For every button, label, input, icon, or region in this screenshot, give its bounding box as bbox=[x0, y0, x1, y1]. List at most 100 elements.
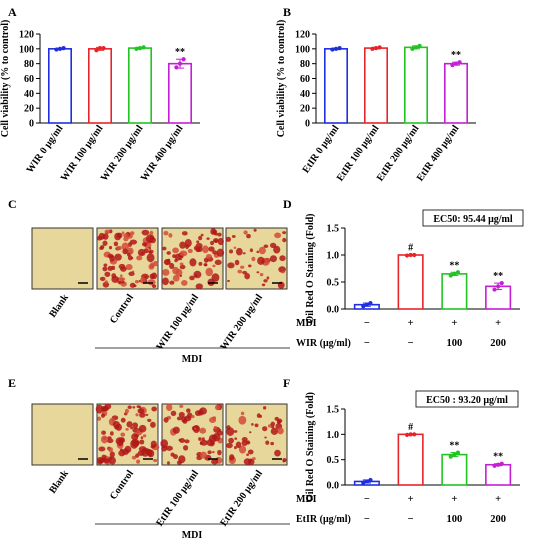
y-tick-label: 0 bbox=[29, 119, 34, 130]
data-point bbox=[412, 432, 417, 437]
data-point bbox=[330, 47, 335, 52]
lipid-droplet bbox=[229, 249, 233, 254]
data-point bbox=[455, 270, 461, 275]
lipid-droplet bbox=[212, 264, 216, 268]
lipid-droplet bbox=[120, 274, 123, 278]
data-point bbox=[361, 304, 366, 309]
data-point bbox=[492, 287, 497, 292]
lipid-droplet bbox=[263, 244, 269, 249]
lipid-droplet bbox=[139, 412, 146, 418]
lipid-droplet bbox=[126, 421, 133, 428]
lipid-droplet bbox=[103, 457, 110, 464]
table-cell: + bbox=[408, 318, 414, 329]
lipid-droplet bbox=[168, 233, 173, 238]
lipid-droplet bbox=[270, 421, 276, 427]
lipid-droplet bbox=[140, 276, 146, 284]
panel-c-micrographs: Blank Control WIR 100 μg/ml WIR 200 μg/ml MD… bbox=[31, 227, 290, 365]
lipid-droplet bbox=[137, 408, 145, 414]
data-point bbox=[57, 46, 63, 51]
bar bbox=[128, 47, 153, 124]
bar bbox=[443, 62, 468, 124]
data-point bbox=[370, 46, 375, 51]
lipid-droplet bbox=[194, 427, 197, 430]
data-point bbox=[455, 450, 461, 455]
lipid-droplet bbox=[172, 247, 179, 254]
lipid-droplet bbox=[213, 426, 217, 430]
lipid-droplet bbox=[122, 248, 128, 255]
lipid-droplet bbox=[278, 266, 286, 273]
lipid-droplet bbox=[181, 231, 188, 236]
lipid-droplet bbox=[206, 237, 210, 240]
lipid-droplet bbox=[131, 439, 140, 448]
lipid-droplet bbox=[178, 438, 182, 442]
lipid-droplet bbox=[227, 279, 230, 283]
data-point bbox=[453, 61, 459, 66]
lipid-droplet bbox=[120, 277, 126, 282]
lipid-droplet bbox=[212, 416, 217, 420]
lipid-droplet bbox=[256, 413, 261, 418]
data-point bbox=[141, 45, 146, 50]
lipid-droplet bbox=[183, 445, 189, 451]
lipid-droplet bbox=[249, 248, 254, 253]
y-tick-label: 100 bbox=[295, 44, 310, 55]
lipid-droplet bbox=[251, 422, 254, 426]
lipid-droplet bbox=[116, 245, 122, 251]
significance-mark: ** bbox=[493, 452, 503, 463]
lipid-droplet bbox=[169, 262, 175, 270]
data-point bbox=[174, 65, 179, 70]
lipid-droplet bbox=[195, 242, 203, 249]
lipid-droplet bbox=[208, 246, 215, 252]
table-cell: + bbox=[451, 494, 457, 505]
lipid-droplet bbox=[234, 259, 240, 266]
lipid-droplet bbox=[247, 449, 254, 455]
lipid-droplet bbox=[118, 263, 126, 270]
lipid-droplet bbox=[240, 411, 245, 416]
table-cell: − bbox=[364, 338, 370, 349]
lipid-droplet bbox=[214, 404, 221, 411]
panel-letter-d: D bbox=[283, 197, 292, 211]
lipid-droplet bbox=[142, 434, 147, 438]
lipid-droplet bbox=[107, 253, 114, 259]
data-point bbox=[408, 252, 413, 258]
bar bbox=[441, 273, 468, 310]
lipid-droplet bbox=[127, 255, 133, 261]
micrograph-frame bbox=[31, 227, 94, 290]
micrograph-label: EtIR 200 μg/ml bbox=[218, 468, 265, 528]
data-point bbox=[452, 452, 457, 457]
lipid-droplet bbox=[151, 406, 157, 412]
lipid-droplet bbox=[104, 280, 108, 284]
lipid-droplet bbox=[256, 271, 260, 274]
table-cell: − bbox=[364, 494, 370, 505]
y-tick-label: 60 bbox=[300, 74, 310, 85]
y-tick-label: 20 bbox=[300, 104, 310, 115]
lipid-droplet bbox=[210, 240, 215, 246]
lipid-droplet bbox=[131, 455, 137, 460]
lipid-droplet bbox=[151, 238, 155, 241]
lipid-droplet bbox=[179, 250, 188, 257]
lipid-droplet bbox=[166, 251, 171, 255]
lipid-droplet bbox=[282, 237, 287, 243]
lipid-droplet bbox=[102, 240, 108, 246]
table-cell: 200 bbox=[490, 338, 506, 349]
bar bbox=[403, 46, 428, 124]
annotation-box bbox=[415, 390, 519, 408]
lipid-droplet bbox=[238, 415, 247, 425]
data-point bbox=[448, 273, 453, 278]
data-point bbox=[368, 300, 373, 306]
lipid-droplet bbox=[163, 417, 169, 423]
lipid-droplet bbox=[162, 277, 169, 286]
lipid-droplet bbox=[256, 250, 260, 254]
significance-mark: # bbox=[408, 422, 413, 433]
lipid-droplet bbox=[170, 410, 177, 417]
lipid-droplet bbox=[110, 431, 114, 436]
lipid-droplet bbox=[242, 252, 246, 255]
lipid-droplet bbox=[235, 441, 242, 449]
table-cell: − bbox=[408, 514, 414, 525]
lipid-droplet bbox=[265, 440, 270, 445]
table-cell: − bbox=[408, 338, 414, 349]
lipid-droplet bbox=[257, 256, 265, 265]
chart-d: 0.0 0.5 1.0 1.5 Oil Red O Staining (Fold) − − #… bbox=[296, 209, 524, 349]
lipid-droplet bbox=[235, 247, 243, 256]
lipid-droplet bbox=[150, 444, 156, 449]
lipid-droplet bbox=[198, 437, 202, 441]
